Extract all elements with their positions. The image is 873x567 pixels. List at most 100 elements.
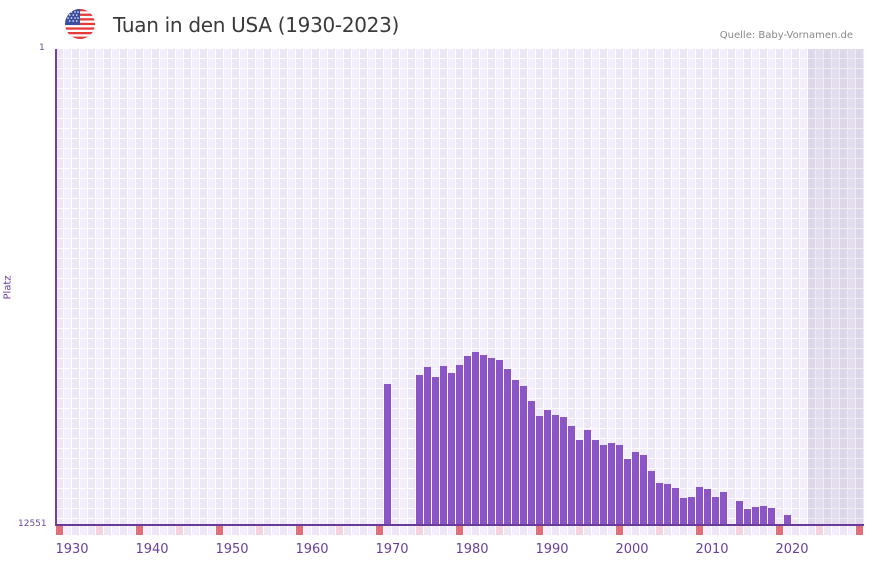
year-marker — [136, 526, 143, 535]
year-marker — [584, 526, 591, 535]
year-marker — [408, 526, 415, 535]
year-marker — [216, 526, 223, 535]
year-marker — [552, 526, 559, 535]
year-marker — [120, 526, 127, 535]
year-marker — [472, 526, 479, 535]
year-marker — [160, 526, 167, 535]
bar-1998 — [608, 442, 615, 525]
bar-1995 — [584, 429, 591, 525]
year-marker — [504, 526, 511, 535]
year-marker — [96, 526, 103, 535]
bar-2015 — [744, 508, 751, 525]
year-marker — [856, 526, 863, 535]
year-marker — [168, 526, 175, 535]
bar-2016 — [752, 506, 759, 525]
year-marker — [208, 526, 215, 535]
x-tick-label: 1970 — [375, 542, 409, 557]
bar-1983 — [488, 357, 495, 525]
year-marker — [104, 526, 111, 535]
year-marker — [280, 526, 287, 535]
bar-1985 — [504, 368, 511, 525]
year-marker — [88, 526, 95, 535]
year-marker — [808, 526, 815, 535]
bar-2007 — [680, 497, 687, 525]
year-marker — [264, 526, 271, 535]
year-marker — [664, 526, 671, 535]
bar-1974 — [416, 375, 423, 525]
x-tick-label: 1990 — [535, 542, 569, 557]
year-marker — [272, 526, 279, 535]
year-marker — [496, 526, 503, 535]
year-marker — [616, 526, 623, 535]
bar-1999 — [616, 444, 623, 525]
year-marker — [632, 526, 639, 535]
year-marker — [192, 526, 199, 535]
bar-2018 — [768, 507, 775, 525]
year-marker — [344, 526, 351, 535]
x-tick-label: 2020 — [775, 542, 809, 557]
bar-1988 — [528, 400, 535, 525]
bar-1997 — [600, 444, 607, 525]
year-marker — [720, 526, 727, 535]
year-marker — [240, 526, 247, 535]
year-marker — [832, 526, 839, 535]
x-tick-label: 1940 — [135, 542, 169, 557]
year-marker — [416, 526, 423, 535]
bar-2004 — [656, 482, 663, 525]
bar-2003 — [648, 471, 655, 525]
bar-1986 — [512, 379, 519, 525]
year-marker — [544, 526, 551, 535]
year-marker — [400, 526, 407, 535]
bar-1976 — [432, 376, 439, 525]
year-marker — [440, 526, 447, 535]
year-marker — [608, 526, 615, 535]
year-marker — [688, 526, 695, 535]
year-marker — [712, 526, 719, 535]
year-marker — [80, 526, 87, 535]
year-marker — [784, 526, 791, 535]
year-marker — [56, 526, 63, 535]
year-marker — [256, 526, 263, 535]
bar-2002 — [640, 454, 647, 525]
year-marker — [184, 526, 191, 535]
bar-1980 — [464, 356, 471, 525]
year-marker — [680, 526, 687, 535]
year-marker — [456, 526, 463, 535]
year-marker — [656, 526, 663, 535]
chart-title: Tuan in den USA (1930-2023) — [113, 13, 400, 37]
bar-1989 — [536, 415, 543, 525]
year-marker — [576, 526, 583, 535]
year-marker — [736, 526, 743, 535]
bar-2001 — [632, 451, 639, 525]
year-marker — [592, 526, 599, 535]
plot-area — [56, 49, 864, 525]
year-marker — [776, 526, 783, 535]
year-marker — [560, 526, 567, 535]
year-marker — [760, 526, 767, 535]
year-marker — [200, 526, 207, 535]
y-axis-bottom-label: 12551 — [18, 519, 47, 529]
year-marker — [816, 526, 823, 535]
year-marker — [728, 526, 735, 535]
bar-1982 — [480, 354, 487, 525]
year-marker — [368, 526, 375, 535]
year-marker — [248, 526, 255, 535]
year-marker — [288, 526, 295, 535]
year-marker — [72, 526, 79, 535]
y-axis-top-label: 1 — [39, 43, 45, 53]
year-marker — [600, 526, 607, 535]
year-marker — [232, 526, 239, 535]
year-marker — [648, 526, 655, 535]
year-marker — [448, 526, 455, 535]
bar-2014 — [736, 500, 743, 525]
year-marker — [328, 526, 335, 535]
year-marker — [752, 526, 759, 535]
year-marker — [792, 526, 799, 535]
bar-1990 — [544, 409, 551, 525]
bar-2017 — [760, 505, 767, 525]
bar-2008 — [688, 496, 695, 525]
bar-1979 — [456, 364, 463, 525]
bar-1970 — [384, 383, 391, 525]
x-axis-line — [56, 524, 864, 526]
year-marker — [376, 526, 383, 535]
